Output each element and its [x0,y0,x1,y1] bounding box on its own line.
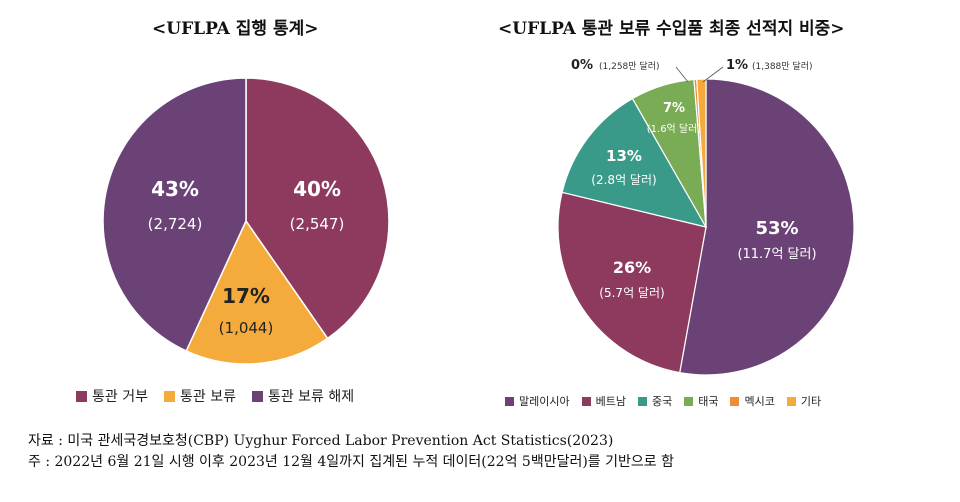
right-pie-percent-label-2: 13% [606,147,642,165]
right-legend-swatch-2 [637,396,647,406]
left-pie-count-label-0: (2,547) [290,215,345,233]
right-legend-item-0: 말레이시아 [505,393,570,409]
right-legend-label-4: 멕시코 [744,395,775,408]
left-pie-percent-label-1: 17% [222,284,270,308]
right-pie-percent-label-0: 53% [755,218,798,239]
right-legend-item-3: 태국 [684,393,718,409]
right-pie-slice-1 [557,191,707,374]
right-pie-leader-line-4 [675,66,689,83]
right-legend-swatch-4 [730,396,740,406]
right-chart-legend: 말레이시아 베트남 중국 태국 멕시코 기타 [505,393,833,409]
right-pie-percent-label-5: 1% [726,58,748,73]
right-pie-amount-label-1: (5.7억 달러) [599,286,664,300]
right-pie-percent-label-3: 7% [663,101,685,116]
left-pie-count-label-2: (2,724) [148,215,203,233]
right-pie-amount-label-2: (2.8억 달러) [591,173,656,187]
left-pie-slice-0 [245,77,390,340]
right-pie-slice-2 [561,97,708,228]
left-legend-label-2: 통관 보류 해제 [267,389,355,405]
right-pie-leader-line-5 [702,66,724,83]
left-pie-slice-2 [102,77,247,352]
source-footnote: 자료 : 미국 관세국경보호청(CBP) Uyghur Forced Labor… [28,433,614,449]
right-legend-item-4: 멕시코 [730,393,775,409]
right-pie-slice-5 [696,78,707,228]
right-legend-item-2: 중국 [637,393,673,409]
right-legend-label-3: 태국 [698,395,719,408]
left-legend-item-1: 통관 보류 [163,386,236,406]
left-pie-slice-1 [185,219,329,365]
right-pie-amount-label-0: (11.7억 달러) [737,247,816,262]
left-legend-swatch-1 [163,390,175,402]
right-legend-item-1: 베트남 [581,393,626,409]
left-legend-item-2: 통관 보류 해제 [251,386,355,406]
right-pie-amount-label-5: (1,388만 달러) [752,60,813,72]
right-chart-title: <UFLPA 통관 보류 수입품 최종 선적지 비중> [498,19,845,39]
right-legend-swatch-1 [581,396,591,406]
right-legend-swatch-0 [505,396,514,406]
right-pie-amount-label-4: (1,258만 달러) [599,60,660,72]
right-pie-slice-0 [679,78,855,376]
left-chart-title: <UFLPA 집행 통계> [152,19,319,39]
right-legend-swatch-5 [786,396,796,406]
left-chart-legend: 통관 거부 통관 보류 통관 보류 해제 [76,386,370,406]
right-pie-amount-label-3: (1.6억 달러) [647,123,702,135]
left-pie-percent-label-0: 40% [293,177,341,201]
right-pie-percent-label-1: 26% [613,258,651,277]
left-legend-item-0: 통관 거부 [76,386,148,406]
right-legend-item-5: 기타 [786,393,822,409]
right-pie-percent-label-4: 0% [571,58,593,73]
right-legend-swatch-3 [684,396,694,406]
right-legend-label-2: 중국 [651,395,673,408]
right-legend-label-1: 베트남 [595,395,626,408]
note-footnote: 주 : 2022년 6월 21일 시행 이후 2023년 12월 4일까지 집계… [28,454,674,470]
left-legend-swatch-2 [251,390,263,402]
right-legend-label-5: 기타 [800,395,822,408]
left-pie-count-label-1: (1,044) [219,319,274,337]
left-legend-swatch-0 [76,390,87,402]
left-legend-label-1: 통관 보류 [179,389,236,405]
left-legend-label-0: 통관 거부 [92,389,148,405]
right-legend-label-0: 말레이시아 [519,395,570,408]
left-pie-percent-label-2: 43% [151,177,199,201]
